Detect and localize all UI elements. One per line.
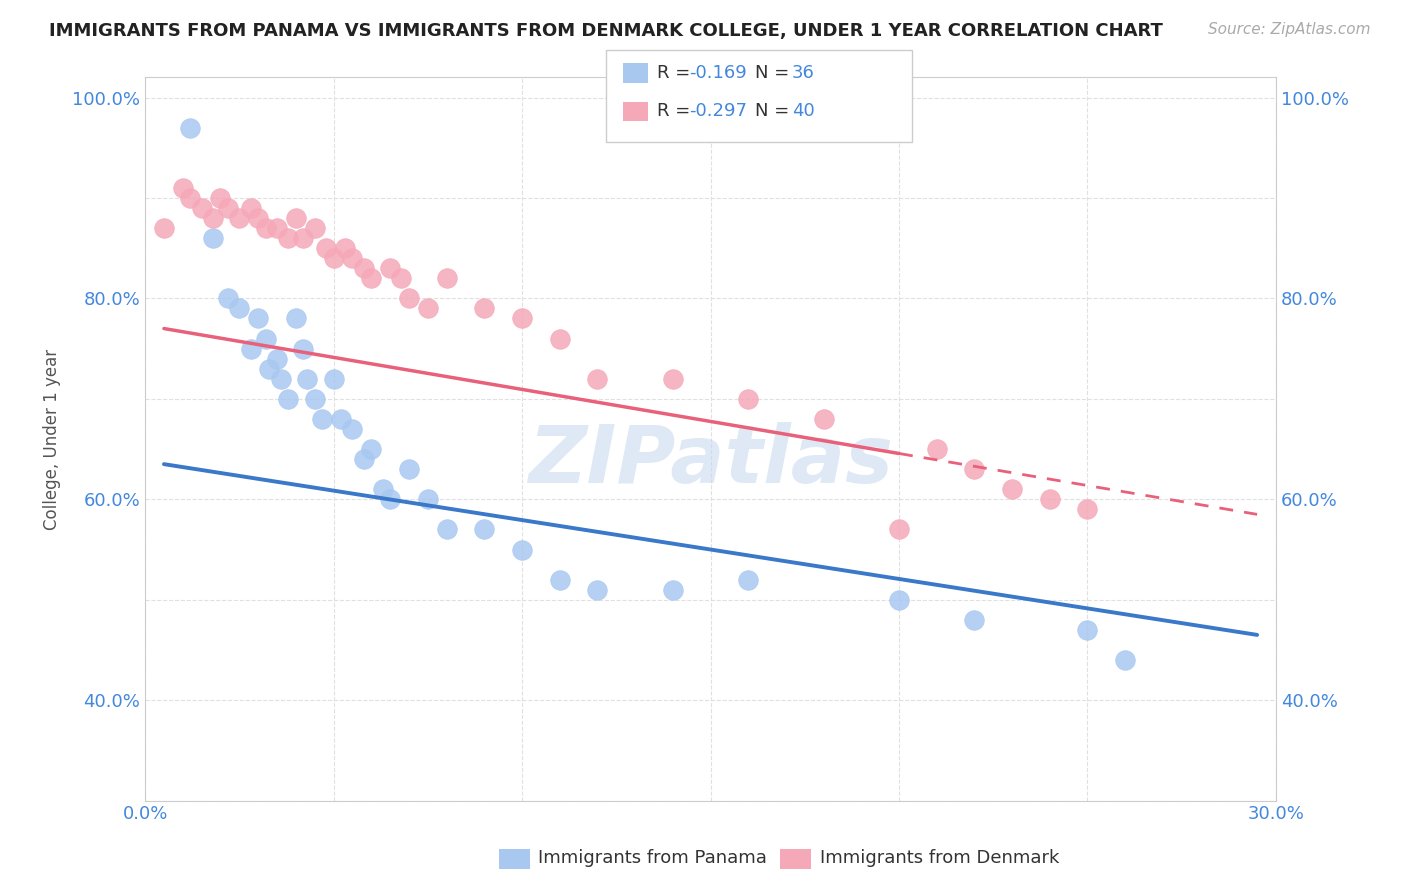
Point: [353, 261, 375, 276]
Point: [292, 231, 315, 245]
Point: [398, 292, 420, 306]
Point: [228, 301, 250, 316]
Point: [259, 361, 281, 376]
Point: [284, 311, 307, 326]
Point: [662, 372, 685, 386]
Point: [510, 542, 533, 557]
Text: IMMIGRANTS FROM PANAMA VS IMMIGRANTS FROM DENMARK COLLEGE, UNDER 1 YEAR CORRELAT: IMMIGRANTS FROM PANAMA VS IMMIGRANTS FRO…: [49, 22, 1163, 40]
Point: [391, 271, 413, 285]
Text: 36: 36: [792, 64, 814, 82]
Text: ZIPatlas: ZIPatlas: [529, 422, 893, 500]
Point: [1114, 653, 1136, 667]
Point: [887, 523, 910, 537]
Point: [472, 523, 495, 537]
Point: [330, 412, 353, 426]
Point: [201, 231, 224, 245]
Point: [436, 271, 458, 285]
Point: [1039, 492, 1062, 507]
Point: [398, 462, 420, 476]
Point: [472, 301, 495, 316]
Point: [239, 342, 262, 356]
Point: [190, 201, 212, 215]
Point: [360, 442, 382, 456]
Text: Source: ZipAtlas.com: Source: ZipAtlas.com: [1208, 22, 1371, 37]
Point: [371, 482, 394, 496]
Point: [277, 231, 299, 245]
Text: R =: R =: [657, 103, 696, 120]
Text: R =: R =: [657, 64, 696, 82]
Point: [510, 311, 533, 326]
Point: [360, 271, 382, 285]
Text: Immigrants from Panama: Immigrants from Panama: [538, 849, 768, 867]
Point: [284, 211, 307, 225]
Point: [737, 573, 759, 587]
Point: [963, 613, 986, 627]
Text: Immigrants from Denmark: Immigrants from Denmark: [820, 849, 1059, 867]
Point: [378, 492, 401, 507]
Point: [295, 372, 318, 386]
Point: [322, 252, 344, 266]
Point: [416, 301, 439, 316]
Point: [963, 462, 986, 476]
Text: -0.297: -0.297: [689, 103, 747, 120]
Text: 40: 40: [792, 103, 814, 120]
Point: [247, 211, 270, 225]
Point: [311, 412, 333, 426]
Point: [887, 592, 910, 607]
Point: [179, 120, 201, 135]
Point: [1076, 623, 1098, 637]
Point: [353, 452, 375, 467]
Point: [662, 582, 685, 597]
Point: [737, 392, 759, 406]
Point: [586, 372, 609, 386]
Point: [333, 241, 356, 255]
Point: [315, 241, 337, 255]
Point: [266, 221, 288, 235]
Point: [342, 252, 364, 266]
Point: [304, 392, 326, 406]
Point: [172, 181, 194, 195]
Point: [322, 372, 344, 386]
Point: [239, 201, 262, 215]
Y-axis label: College, Under 1 year: College, Under 1 year: [44, 349, 60, 530]
Point: [217, 201, 239, 215]
Point: [254, 332, 277, 346]
Text: N =: N =: [755, 103, 794, 120]
Point: [153, 221, 176, 235]
Point: [247, 311, 270, 326]
Point: [179, 191, 201, 205]
Point: [416, 492, 439, 507]
Point: [1001, 482, 1024, 496]
Point: [548, 573, 571, 587]
Text: N =: N =: [755, 64, 794, 82]
Point: [270, 372, 292, 386]
Point: [813, 412, 835, 426]
Point: [342, 422, 364, 436]
Point: [1076, 502, 1098, 516]
Point: [925, 442, 948, 456]
Text: -0.169: -0.169: [689, 64, 747, 82]
Point: [201, 211, 224, 225]
Point: [217, 292, 239, 306]
Point: [277, 392, 299, 406]
Point: [266, 351, 288, 366]
Point: [292, 342, 315, 356]
Point: [436, 523, 458, 537]
Point: [228, 211, 250, 225]
Point: [304, 221, 326, 235]
Point: [586, 582, 609, 597]
Point: [378, 261, 401, 276]
Point: [254, 221, 277, 235]
Point: [548, 332, 571, 346]
Point: [209, 191, 232, 205]
